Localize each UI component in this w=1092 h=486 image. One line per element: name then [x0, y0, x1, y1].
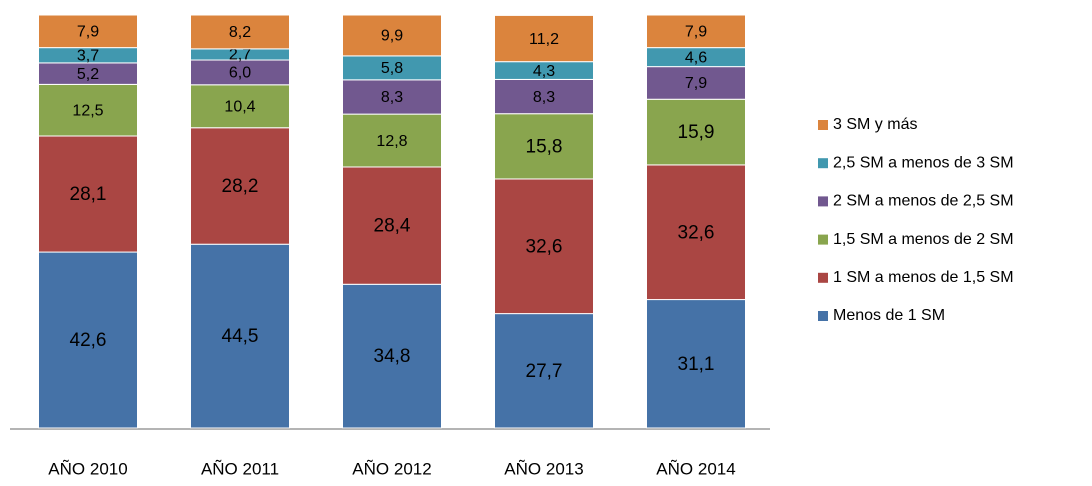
data-label: 12,5 — [72, 102, 103, 119]
data-label: 8,3 — [381, 89, 403, 106]
legend-swatch — [818, 234, 828, 245]
data-label: 32,6 — [678, 222, 715, 243]
data-label: 15,9 — [678, 122, 715, 143]
data-label: 28,2 — [222, 176, 259, 197]
data-label: 42,6 — [70, 330, 107, 351]
bar-segment — [190, 127, 290, 245]
bar-segment — [494, 313, 594, 429]
legend-swatch — [818, 272, 828, 283]
data-label: 12,8 — [376, 133, 407, 150]
data-label: 2,7 — [229, 47, 251, 64]
bar-segment — [342, 283, 442, 429]
data-label: 7,9 — [77, 24, 99, 41]
bar-segment — [646, 14, 746, 49]
data-label: 5,8 — [381, 60, 403, 77]
bar-segment — [342, 166, 442, 285]
data-label: 34,8 — [374, 346, 411, 367]
data-label: 31,1 — [678, 354, 715, 375]
x-tick-label: AÑO 2010 — [48, 459, 127, 478]
data-label: 11,2 — [529, 31, 559, 48]
data-label: 28,1 — [70, 184, 107, 205]
x-tick-label: AÑO 2012 — [352, 459, 431, 478]
data-label: 27,7 — [526, 361, 563, 382]
x-tick-label: AÑO 2013 — [504, 459, 583, 478]
bar-segment — [646, 66, 746, 100]
bar-segment — [342, 79, 442, 115]
legend-swatch — [818, 158, 828, 169]
data-label: 9,9 — [381, 28, 403, 45]
data-label: 15,8 — [526, 136, 563, 157]
bar-segment — [494, 14, 594, 63]
legend-label: 1,5 SM a menos de 2 SM — [833, 231, 1014, 248]
bar-segment — [38, 14, 138, 49]
bar-segment — [190, 243, 290, 429]
data-label: 32,6 — [526, 236, 563, 257]
data-label: 3,7 — [77, 47, 99, 64]
bar-segment — [494, 113, 594, 180]
data-label: 7,9 — [685, 24, 707, 41]
bar-segment — [38, 135, 138, 253]
data-label: 8,2 — [229, 24, 251, 41]
data-label: 8,3 — [533, 89, 555, 106]
bar-segment — [38, 251, 138, 429]
legend-swatch — [818, 196, 828, 207]
bar-segment — [190, 14, 290, 50]
x-tick-label: AÑO 2014 — [656, 459, 735, 478]
data-label: 7,9 — [685, 75, 707, 92]
data-label: 5,2 — [77, 66, 99, 83]
bar-segment — [646, 98, 746, 166]
x-tick-label: AÑO 2011 — [201, 459, 279, 478]
bar-segment — [494, 78, 594, 115]
bar-segment — [342, 14, 442, 57]
bar-segment — [342, 113, 442, 168]
bar-segment — [190, 59, 290, 86]
data-label: 4,6 — [685, 49, 707, 66]
bar-segment — [190, 84, 290, 129]
legend-label: 1 SM a menos de 1,5 SM — [833, 269, 1014, 286]
data-label: 4,3 — [533, 63, 555, 80]
bar-segment — [494, 178, 594, 315]
data-label: 44,5 — [222, 326, 259, 347]
legend-label: 2,5 SM a menos de 3 SM — [833, 154, 1014, 171]
legend-label: Menos de 1 SM — [833, 307, 945, 324]
data-label: 28,4 — [374, 216, 411, 237]
bar-segment — [646, 164, 746, 301]
data-label: 6,0 — [229, 65, 251, 82]
bar-segment — [646, 299, 746, 429]
legend-swatch — [818, 311, 828, 321]
legend-swatch — [818, 120, 828, 130]
data-label: 10,4 — [224, 98, 255, 115]
legend-label: 3 SM y más — [833, 116, 917, 133]
legend-label: 2 SM a menos de 2,5 SM — [833, 193, 1014, 210]
